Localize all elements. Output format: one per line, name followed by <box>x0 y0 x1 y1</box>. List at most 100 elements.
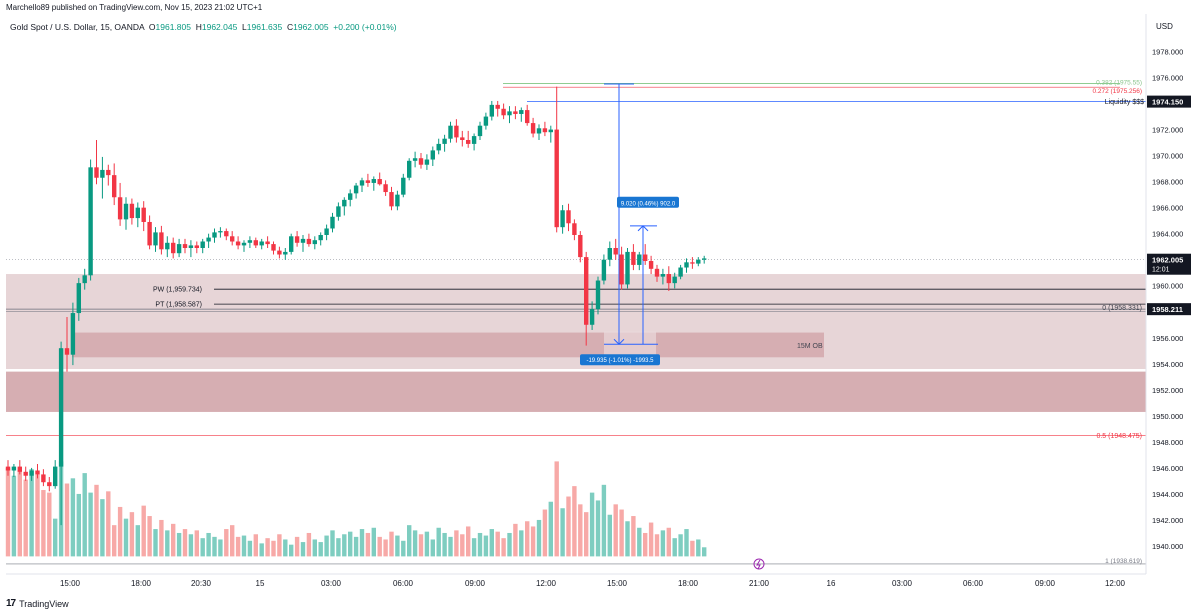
fib-one-label: 1 (1938.619) <box>1105 558 1142 565</box>
volume-bar <box>442 532 447 557</box>
candle-body <box>418 158 424 165</box>
candle-body <box>371 179 376 183</box>
volume-bar <box>471 538 477 557</box>
volume-bar <box>117 506 123 557</box>
volume-bar <box>507 532 512 557</box>
volume-bar <box>11 475 17 557</box>
candle-body <box>241 242 247 246</box>
volume-bar <box>353 536 359 557</box>
volume-bar <box>489 529 494 557</box>
candle-body <box>489 104 494 117</box>
x-tick-label: 18:00 <box>131 579 152 588</box>
x-tick-label: 03:00 <box>321 579 342 588</box>
close-value: 1962.005 <box>293 22 329 32</box>
volume-bar <box>601 484 607 557</box>
candle-body <box>578 234 583 258</box>
volume-bar <box>300 542 306 557</box>
candle-body <box>648 261 654 269</box>
volume-bar <box>241 535 247 557</box>
volume-bar <box>259 543 264 557</box>
candle-body <box>336 206 341 217</box>
volume-bar <box>542 509 548 557</box>
volume-bar <box>5 467 11 557</box>
volume-bar <box>578 504 583 557</box>
volume-bar <box>696 539 701 557</box>
candle-body <box>218 231 223 233</box>
volume-bar <box>448 536 453 557</box>
volume-bar <box>224 529 229 557</box>
candle-body <box>165 242 170 250</box>
candle-body <box>117 197 123 220</box>
candle-body <box>436 143 441 151</box>
candle-body <box>483 116 489 126</box>
x-tick-label: 06:00 <box>393 579 414 588</box>
candle-body <box>566 210 571 224</box>
volume-bar <box>17 470 22 557</box>
last-price-badge <box>1147 253 1191 275</box>
candle-body <box>58 348 64 467</box>
volume-bar <box>554 461 559 557</box>
candle-body <box>147 221 152 246</box>
candle-body <box>70 313 76 355</box>
volume-bar <box>660 530 666 557</box>
volume-bar <box>336 538 341 557</box>
candle-body <box>678 267 683 277</box>
countdown-value: 12:01 <box>1152 267 1170 274</box>
candle-body <box>637 254 642 265</box>
volume-bar <box>595 500 601 557</box>
volume-bar <box>29 469 34 557</box>
fib-zero-label: 0 (1958.331) <box>1102 305 1142 312</box>
y-tick-label: 1964.000 <box>1152 230 1183 239</box>
volume-bar <box>495 531 500 557</box>
candle-body <box>654 268 660 277</box>
candle-body <box>76 283 81 314</box>
volume-bar <box>147 516 152 557</box>
candle-body <box>589 309 595 325</box>
liquidity-badge <box>1147 95 1191 108</box>
volume-bar <box>182 529 188 557</box>
x-tick-label: 21:00 <box>749 579 770 588</box>
volume-bar <box>165 530 170 557</box>
y-tick-label: 1942.000 <box>1152 516 1183 525</box>
symbol-legend: Gold Spot / U.S. Dollar, 15, OANDA O1961… <box>10 22 397 32</box>
y-tick-label: 1966.000 <box>1152 204 1183 213</box>
candle-body <box>112 175 117 198</box>
y-tick-label: 1972.000 <box>1152 126 1183 135</box>
volume-bar <box>330 530 335 557</box>
y-tick-label: 1968.000 <box>1152 178 1183 187</box>
candle-body <box>548 129 553 133</box>
candle-body <box>365 180 371 183</box>
volume-bar <box>454 530 459 557</box>
candle-body <box>159 232 164 250</box>
candle-body <box>613 248 618 255</box>
volume-bar <box>589 492 595 557</box>
high-value: 1962.045 <box>201 22 238 32</box>
volume-bar <box>613 504 618 557</box>
volume-bar <box>619 509 624 557</box>
candle-body <box>153 232 158 246</box>
volume-bar <box>401 540 406 557</box>
volume-bar <box>530 526 536 557</box>
volume-bar <box>294 536 300 557</box>
volume-bar <box>513 523 518 557</box>
candle-body <box>306 238 312 245</box>
volume-bar <box>666 527 671 557</box>
ob-zone-label: 15M OB <box>797 343 823 350</box>
volume-bar <box>194 530 199 557</box>
volume-bar <box>536 519 542 557</box>
candle-body <box>123 203 129 220</box>
candle-body <box>94 167 99 178</box>
candle-body <box>53 466 58 487</box>
candle-body <box>106 169 111 176</box>
x-tick-label: 12:00 <box>536 579 557 588</box>
publisher-header: Marchello89 published on TradingView.com… <box>6 3 263 12</box>
candle-body <box>312 240 317 245</box>
x-tick-label: 16 <box>827 579 836 588</box>
y-tick-label: 1956.000 <box>1152 334 1183 343</box>
volume-bar <box>643 532 648 557</box>
volume-bar <box>348 531 353 557</box>
candle-body <box>702 258 707 260</box>
candle-body <box>135 207 140 219</box>
volume-bar <box>312 539 317 557</box>
